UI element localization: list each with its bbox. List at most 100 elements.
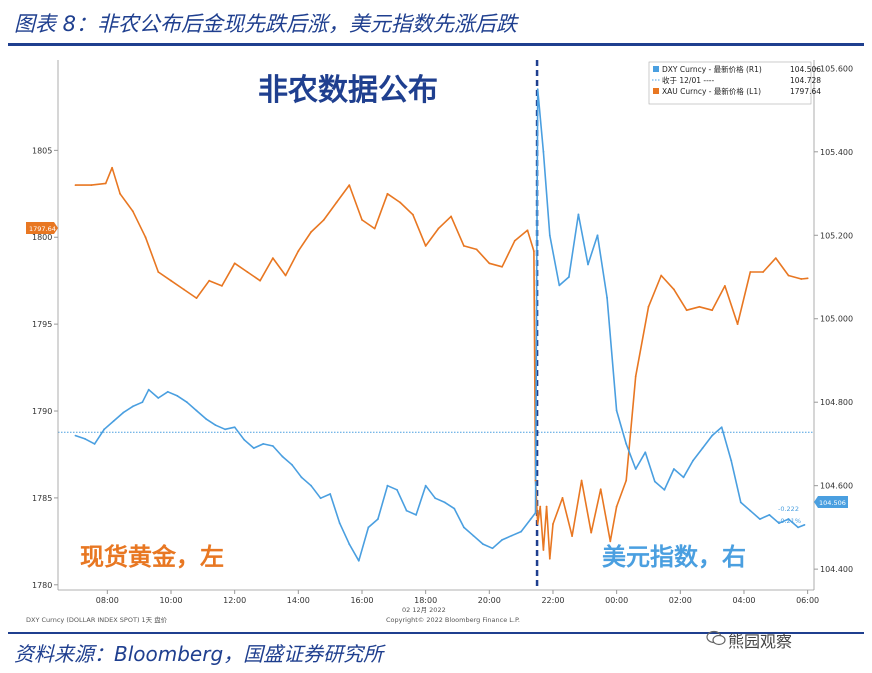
- gold-point: [513, 239, 516, 242]
- usd-point: [112, 420, 115, 422]
- usd-point: [103, 428, 106, 431]
- y-right-tick-label: 105.600: [820, 64, 853, 73]
- usd-point: [673, 468, 675, 470]
- usd-point: [396, 488, 398, 491]
- gold-last-tag: 1797.64: [26, 222, 58, 234]
- gold-point: [170, 279, 172, 282]
- gold-point: [157, 271, 160, 273]
- gold-point: [310, 231, 312, 233]
- usd-point: [542, 150, 545, 153]
- usd-point: [205, 417, 207, 420]
- usd-point: [682, 476, 685, 479]
- gold-point: [246, 271, 249, 273]
- usd-point: [558, 284, 561, 287]
- usd-point: [482, 543, 484, 545]
- gold-point: [208, 279, 211, 282]
- gold-point: [424, 245, 427, 247]
- gold-point: [634, 375, 637, 378]
- usd-point: [577, 213, 580, 216]
- usd-point: [338, 522, 341, 525]
- usd-point: [615, 409, 618, 412]
- usd-change-pct: -0.21%: [778, 517, 801, 525]
- gold-point: [561, 497, 564, 499]
- usd-point: [122, 411, 125, 414]
- gold-point: [373, 227, 376, 230]
- gold-point: [787, 274, 790, 277]
- gold-point: [526, 229, 529, 232]
- y-left-tick-label: 1795: [32, 320, 52, 329]
- usd-last-value: 104.506: [819, 499, 846, 507]
- usd-point: [534, 511, 537, 514]
- gold-point: [736, 323, 739, 326]
- gold-point: [698, 305, 701, 308]
- gold-point: [221, 285, 223, 287]
- gold-point: [386, 192, 389, 195]
- usd-point: [195, 409, 198, 412]
- gold-point: [399, 201, 402, 204]
- x-tick-label: 14:00: [287, 596, 310, 605]
- legend-ref-name: 收于 12/01 ----: [662, 75, 715, 85]
- usd-point: [233, 426, 236, 429]
- usd-point: [415, 513, 418, 516]
- usd-point: [453, 507, 456, 510]
- usd-point: [434, 497, 437, 500]
- gold-point: [195, 297, 198, 299]
- gold-point: [749, 271, 752, 273]
- chart: 08:00 10:00 12:00 14:00 16:00 18:00 20:00 22:00…: [6, 50, 866, 628]
- usd-point: [644, 451, 647, 454]
- x-tick-label: 12:00: [223, 596, 246, 605]
- usd-point: [625, 443, 628, 445]
- usd-point: [262, 443, 265, 445]
- gold-point: [571, 535, 573, 538]
- usd-point: [634, 468, 637, 470]
- gold-point: [111, 166, 114, 169]
- x-tick-label: 18:00: [414, 596, 437, 605]
- usd-point: [329, 493, 332, 495]
- gold-point: [437, 227, 440, 230]
- gold-point: [609, 540, 612, 543]
- usd-point: [271, 445, 274, 447]
- usd-change-abs: -0.222: [778, 505, 799, 513]
- legend-swatch-usd: [653, 66, 659, 72]
- usd-point: [357, 559, 360, 562]
- legend-usd-name: DXY Curncy - 最新价格 (R1): [662, 64, 762, 74]
- gold-point: [545, 505, 548, 508]
- usd-point: [663, 488, 666, 491]
- usd-point: [281, 455, 284, 458]
- usd-point: [711, 434, 714, 437]
- gold-point: [501, 265, 503, 268]
- nfp-annotation: 非农数据公布: [258, 73, 438, 108]
- usd-point: [405, 509, 408, 512]
- gold-point: [462, 245, 465, 247]
- usd-point: [131, 405, 134, 408]
- gold-point: [625, 479, 628, 482]
- chart-background: [6, 50, 866, 628]
- usd-point: [252, 447, 255, 450]
- usd-point: [596, 234, 599, 237]
- usd-point: [84, 438, 86, 440]
- gold-point: [450, 215, 453, 218]
- x-tick-label: 08:00: [96, 596, 119, 605]
- legend-swatch-gold: [653, 88, 659, 94]
- usd-point: [424, 484, 427, 487]
- legend-gold-name: XAU Curncy - 最新价格 (L1): [662, 86, 761, 96]
- usd-point: [536, 88, 539, 91]
- x-tick-label: 10:00: [159, 596, 182, 605]
- usd-point: [739, 501, 742, 504]
- usd-last-tag: 104.506: [814, 496, 848, 508]
- usd-point: [758, 518, 761, 520]
- watermark: 熊园观察: [728, 632, 793, 651]
- gold-point: [412, 213, 414, 216]
- figure-title: 图表 8：非农公布后金现先跌后涨，美元指数先涨后跌: [14, 12, 518, 36]
- y-left-tick-label: 1785: [32, 494, 52, 503]
- usd-point: [653, 480, 656, 483]
- gold-point: [284, 274, 287, 277]
- gold-point: [711, 309, 714, 312]
- gold-point: [322, 218, 325, 221]
- gold-point: [119, 192, 121, 195]
- usd-point: [224, 428, 227, 431]
- usd-point: [386, 484, 389, 487]
- gold-point: [475, 248, 478, 251]
- usd-point: [74, 434, 77, 437]
- series-usd-line: [75, 88, 805, 562]
